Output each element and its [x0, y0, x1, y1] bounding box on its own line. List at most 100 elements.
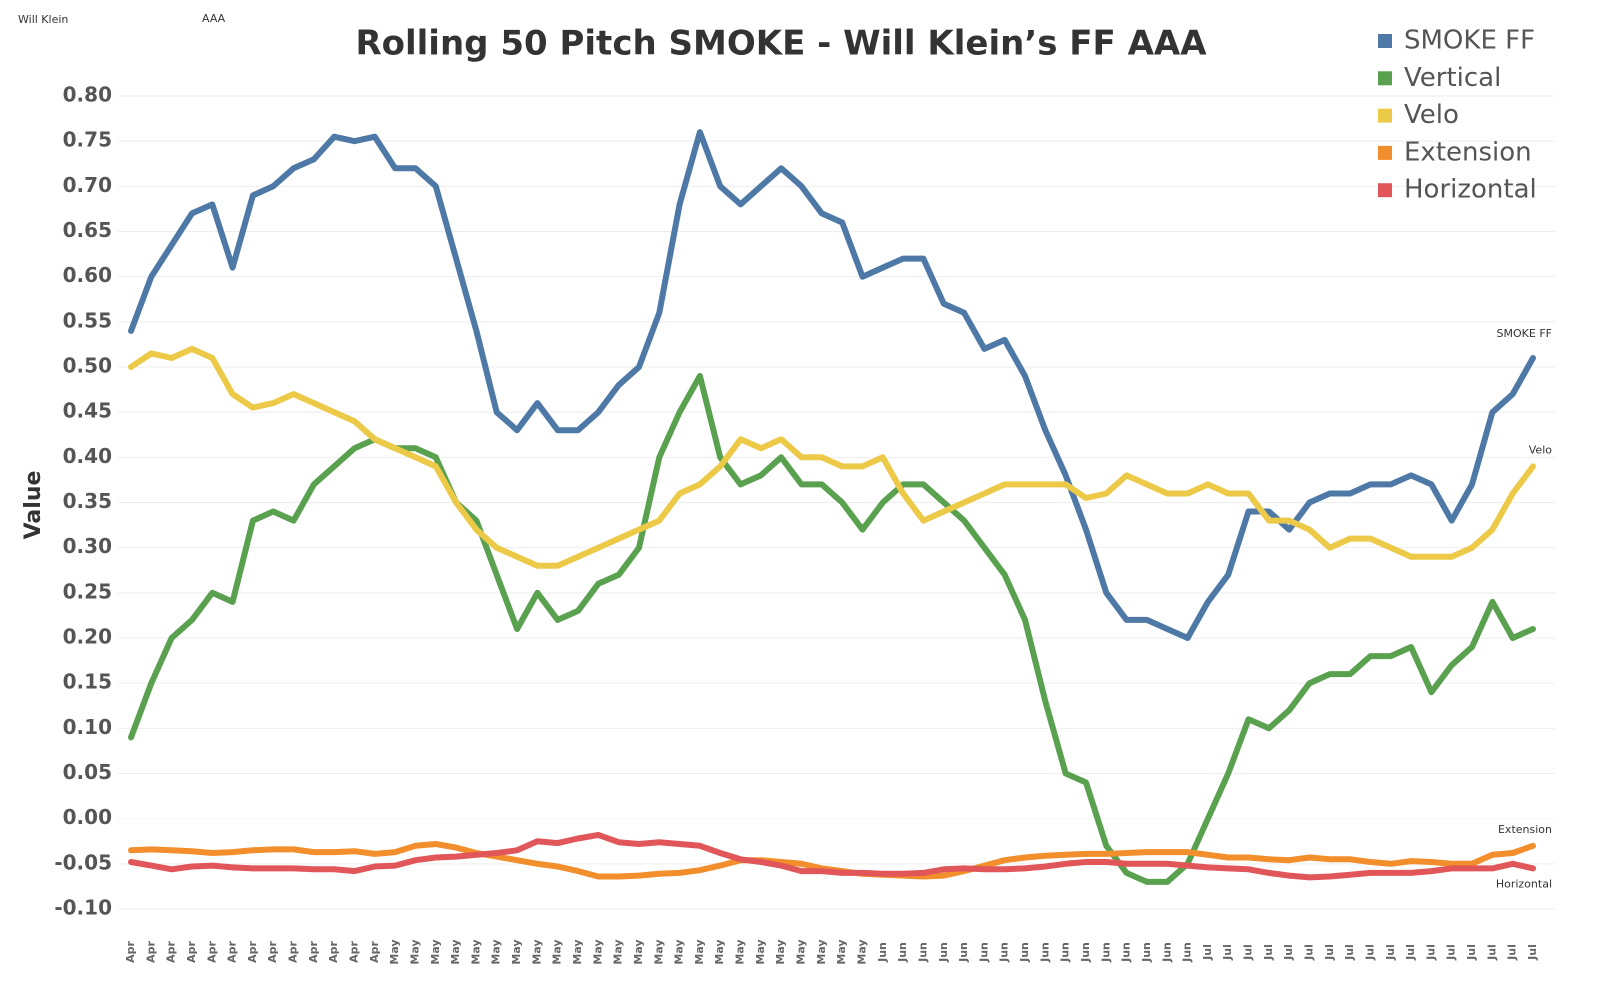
y-tick-label: 0.60	[63, 263, 112, 287]
x-tick-label: May	[815, 939, 828, 964]
x-tick-label: Apr	[226, 941, 239, 963]
x-tick-label: Jun	[1079, 942, 1092, 963]
x-tick-label: May	[612, 939, 625, 964]
x-tick-label: May	[449, 939, 462, 964]
x-tick-label: Jun	[1038, 942, 1051, 963]
x-tick-label: Jul	[1506, 944, 1519, 961]
y-tick-label: 0.65	[63, 218, 112, 242]
legend-label: Velo	[1404, 100, 1459, 130]
x-tick-label: May	[571, 939, 584, 964]
x-tick-label: Apr	[205, 941, 218, 963]
x-tick-label: May	[408, 939, 421, 964]
x-tick-label: May	[510, 939, 523, 964]
x-tick-label: Apr	[368, 941, 381, 963]
x-tick-label: Jul	[1384, 944, 1397, 961]
x-tick-label: Jun	[896, 942, 909, 963]
y-tick-label: 0.00	[63, 805, 112, 829]
y-tick-label: -0.05	[54, 850, 112, 874]
x-tick-label: Jul	[1282, 944, 1295, 961]
x-tick-label: May	[673, 939, 686, 964]
x-tick-label: Apr	[287, 941, 300, 963]
y-tick-label: 0.55	[63, 308, 112, 332]
x-tick-label: Jul	[1363, 944, 1376, 961]
chart-title: Rolling 50 Pitch SMOKE - Will Klein’s FF…	[355, 24, 1207, 64]
x-tick-label: May	[469, 939, 482, 964]
y-tick-label: 0.40	[63, 444, 112, 468]
legend-label: SMOKE FF	[1404, 26, 1535, 56]
y-axis-label: Value	[21, 471, 46, 540]
x-tick-label: Jun	[957, 942, 970, 963]
legend-swatch	[1378, 145, 1392, 160]
x-tick-label: Apr	[144, 941, 157, 963]
x-tick-label: Jun	[1059, 942, 1072, 963]
y-tick-label: 0.30	[63, 534, 112, 558]
x-tick-label: Jun	[916, 942, 929, 963]
x-tick-label: May	[652, 939, 665, 964]
x-tick-label: Jun	[1120, 942, 1133, 963]
y-tick-label: 0.45	[63, 399, 112, 423]
x-tick-label: May	[632, 939, 645, 964]
x-tick-label: May	[429, 939, 442, 964]
y-tick-label: 0.80	[63, 83, 112, 107]
x-tick-label: May	[530, 939, 543, 964]
x-tick-label: May	[774, 939, 787, 964]
end-label: Extension	[1498, 823, 1552, 836]
y-tick-label: 0.05	[63, 760, 112, 784]
x-tick-label: Apr	[348, 941, 361, 963]
player-label: Will Klein	[18, 13, 68, 26]
x-tick-label: Jul	[1445, 944, 1458, 961]
x-tick-label: May	[693, 939, 706, 964]
x-tick-label: May	[591, 939, 604, 964]
legend-swatch	[1378, 108, 1392, 123]
series-line	[128, 345, 1536, 569]
legend-label: Vertical	[1404, 63, 1501, 93]
x-tick-label: May	[713, 939, 726, 964]
legend-swatch	[1378, 34, 1392, 48]
legend-swatch	[1378, 183, 1392, 198]
series-line	[128, 373, 1536, 885]
x-tick-label: Jun	[1018, 942, 1031, 963]
x-tick-label: Apr	[165, 941, 178, 963]
y-tick-label: 0.35	[63, 489, 112, 513]
end-label: SMOKE FF	[1497, 327, 1552, 340]
x-tick-label: Apr	[266, 941, 279, 963]
x-tick-label: Jul	[1526, 944, 1539, 961]
x-tick-label: May	[388, 939, 401, 964]
level-label: AAA	[202, 12, 226, 25]
x-tick-label: Jul	[1221, 944, 1234, 961]
x-tick-label: Jul	[1404, 944, 1417, 961]
x-tick-label: May	[835, 939, 848, 964]
y-tick-label: 0.70	[63, 173, 112, 197]
y-tick-label: 0.10	[63, 715, 112, 739]
y-tick-label: 0.15	[63, 670, 112, 694]
x-tick-label: Jun	[876, 942, 889, 963]
x-tick-label: Apr	[307, 941, 320, 963]
series-line	[128, 129, 1536, 641]
x-tick-label: May	[551, 939, 564, 964]
x-tick-label: Jul	[1465, 944, 1478, 961]
y-tick-label: 0.25	[63, 579, 112, 603]
x-tick-label: Jul	[1323, 944, 1336, 961]
x-tick-label: Jun	[937, 942, 950, 963]
y-tick-label: 0.75	[63, 128, 112, 152]
x-tick-label: Jul	[1302, 944, 1315, 961]
x-tick-label: Jul	[1485, 944, 1498, 961]
x-tick-label: Jul	[1242, 944, 1255, 961]
x-tick-label: May	[855, 939, 868, 964]
x-tick-label: May	[795, 939, 808, 964]
legend-label: Extension	[1404, 137, 1532, 167]
x-tick-label: Jun	[1181, 942, 1194, 963]
legend-label: Horizontal	[1404, 175, 1537, 205]
x-tick-label: May	[754, 939, 767, 964]
x-tick-label: May	[734, 939, 747, 964]
x-tick-label: May	[490, 939, 503, 964]
end-label: Velo	[1529, 443, 1552, 456]
series-line	[128, 831, 1536, 881]
legend-swatch	[1378, 71, 1392, 86]
x-tick-label: Jun	[1140, 942, 1153, 963]
x-tick-label: Jul	[1262, 944, 1275, 961]
y-tick-label: 0.50	[63, 354, 112, 378]
y-tick-label: -0.10	[54, 896, 112, 920]
x-tick-label: Jun	[1099, 942, 1112, 963]
